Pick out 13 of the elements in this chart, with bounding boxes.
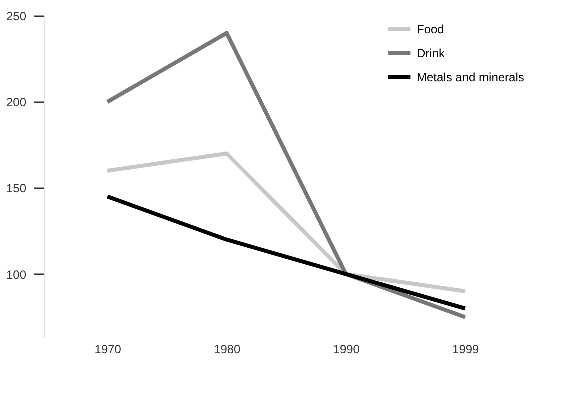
x-tick-label: 1980 [214,342,242,356]
x-tick-label: 1999 [452,342,480,356]
x-tick-label: 1970 [94,342,122,356]
legend-label: Food [417,22,444,36]
y-tick-label: 200 [6,96,27,110]
y-tick-label: 150 [6,182,27,196]
legend-label: Drink [417,46,446,60]
line-series [106,194,468,311]
y-tick-label: 100 [6,268,27,282]
line-series [106,152,468,294]
x-tick-label: 1990 [333,342,360,356]
y-tick-label: 250 [6,10,27,24]
legend-label: Metals and minerals [417,70,524,84]
